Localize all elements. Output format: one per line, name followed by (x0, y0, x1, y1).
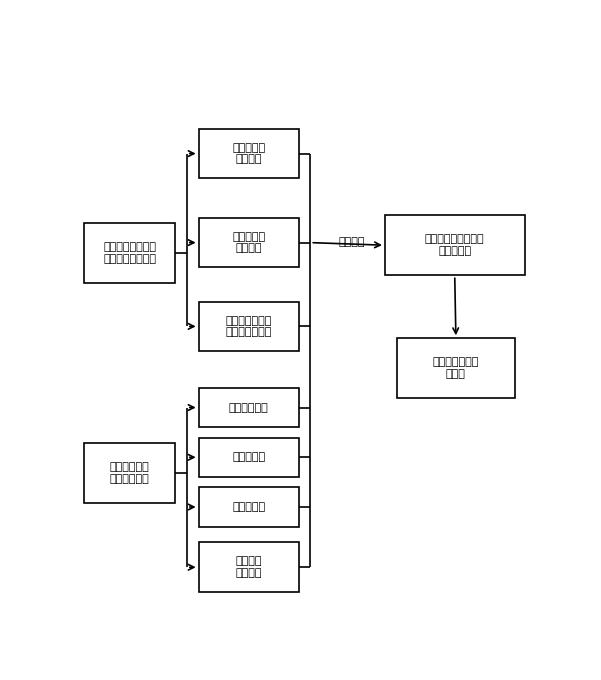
FancyBboxPatch shape (198, 543, 299, 592)
FancyBboxPatch shape (198, 129, 299, 178)
FancyBboxPatch shape (198, 488, 299, 526)
Text: 变压器振动
数据收集: 变压器振动 数据收集 (232, 143, 265, 165)
Text: 变压器多参量
测量数据接入: 变压器多参量 测量数据接入 (110, 462, 150, 483)
Text: 变压器油色谱: 变压器油色谱 (229, 403, 269, 413)
FancyBboxPatch shape (198, 438, 299, 477)
FancyBboxPatch shape (385, 215, 525, 275)
Text: 基于麦克风阵列
变压器声音收集: 基于麦克风阵列 变压器声音收集 (225, 316, 272, 337)
FancyBboxPatch shape (397, 338, 515, 398)
Text: 基于多种测量方法
下变压器声学测量: 基于多种测量方法 下变压器声学测量 (103, 242, 156, 264)
FancyBboxPatch shape (84, 223, 175, 283)
Text: 基础数据: 基础数据 (338, 237, 365, 248)
Text: 变压器内
部结构图: 变压器内 部结构图 (236, 556, 262, 578)
FancyBboxPatch shape (198, 218, 299, 267)
FancyBboxPatch shape (84, 443, 175, 503)
Text: 变压器局放: 变压器局放 (232, 452, 265, 462)
FancyBboxPatch shape (198, 301, 299, 352)
Text: 变压器声学信号特征
提取和分类: 变压器声学信号特征 提取和分类 (425, 235, 484, 256)
Text: 变压器声学识别
和诊断: 变压器声学识别 和诊断 (433, 358, 479, 379)
FancyBboxPatch shape (198, 388, 299, 427)
Text: 变压器声强
数据收集: 变压器声强 数据收集 (232, 232, 265, 254)
Text: 变压器工况: 变压器工况 (232, 502, 265, 512)
